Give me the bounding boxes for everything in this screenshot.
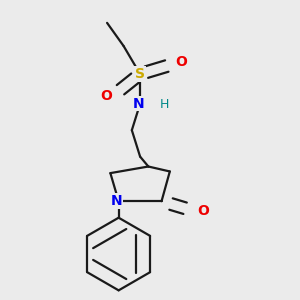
Text: O: O: [176, 56, 187, 70]
Text: N: N: [133, 97, 144, 111]
Text: H: H: [160, 98, 170, 111]
Text: O: O: [197, 204, 209, 218]
Text: O: O: [100, 88, 112, 103]
Text: S: S: [135, 67, 145, 81]
Text: N: N: [111, 194, 123, 208]
